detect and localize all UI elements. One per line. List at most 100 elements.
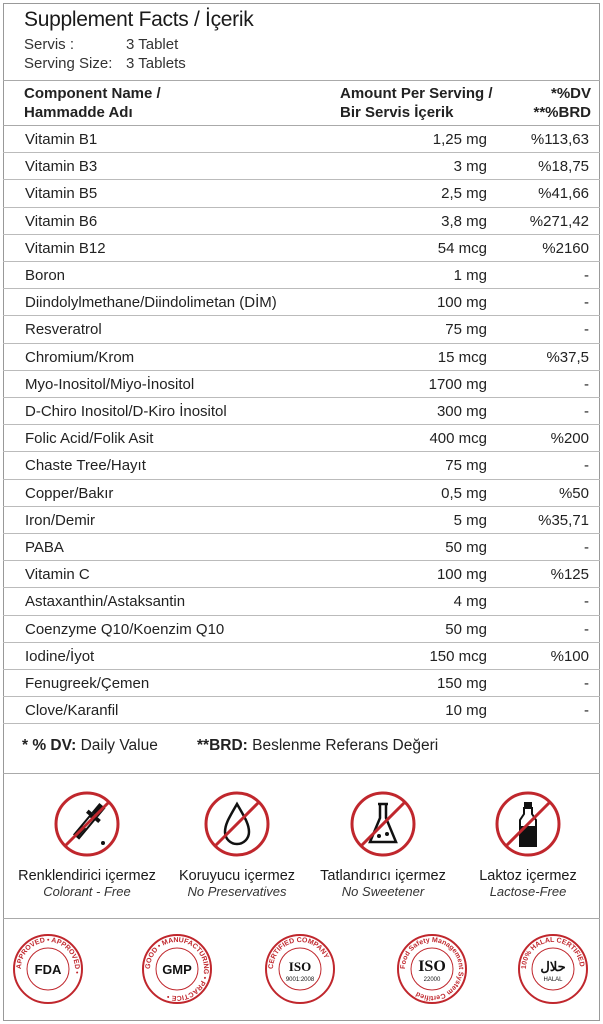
component-name: Vitamin B12 [25, 239, 106, 257]
table-row: Chaste Tree/Hayıt 75 mg - [3, 452, 600, 480]
daily-value: - [584, 620, 589, 638]
daily-value: - [584, 457, 589, 475]
halal-badge: 100% HALAL CERTIFIED حلال HALAL [518, 934, 588, 1004]
component-name: PABA [25, 539, 64, 556]
free-from-label: Tatlandırıcı içermez No Sweetener [320, 868, 446, 899]
component-name: Iodine/İyot [25, 647, 95, 665]
amount: 2,5 mg [441, 185, 487, 203]
serving-value: 3 Tablet [126, 36, 179, 53]
component-name: Vitamin C [25, 566, 90, 584]
table-row: Fenugreek/Çemen 150 mg - [3, 670, 600, 698]
no-dropper-icon [54, 791, 120, 857]
table-row: PABA 50 mg - [3, 534, 600, 562]
table-row: Vitamin C 100 mg %125 [3, 561, 600, 589]
component-name: Vitamin B6 [25, 212, 98, 230]
divider [3, 80, 600, 81]
daily-value: %271,42 [529, 212, 589, 230]
daily-value: %41,66 [538, 185, 589, 203]
component-name: Resveratrol [25, 321, 102, 339]
amount: 75 mg [445, 457, 487, 475]
daily-value: - [584, 321, 589, 339]
daily-value: %125 [550, 566, 589, 584]
amount: 50 mg [445, 539, 487, 556]
table-row: Folic Acid/Folik Asit 400 mcg %200 [3, 425, 600, 453]
amount: 1 mg [453, 267, 487, 284]
serving-tr: Servis : 3 Tablet [24, 36, 178, 53]
daily-value: - [584, 267, 589, 284]
footnote-brd: **BRD: Beslenme Referans Değeri [197, 737, 439, 754]
component-name: Iron/Demir [25, 511, 96, 529]
daily-value: - [584, 539, 589, 556]
table-row: Boron 1 mg - [3, 262, 600, 290]
table-row: Astaxanthin/Astaksantin 4 mg - [3, 588, 600, 616]
svg-text:FDA: FDA [35, 962, 62, 977]
table-row: Myo-Inositol/Miyo-İnositol 1700 mg - [3, 371, 600, 398]
fda-approved-badge: APPROVED • APPROVED • FDA [13, 934, 83, 1004]
daily-value: - [584, 294, 589, 312]
amount: 0,5 mg [441, 484, 487, 502]
table-row: Copper/Bakır 0,5 mg %50 [3, 480, 600, 507]
amount: 1,25 mg [432, 131, 487, 148]
serving-label: Servis : [24, 36, 75, 53]
table-row: Clove/Karanfil 10 mg - [3, 697, 600, 725]
amount: 4 mg [453, 593, 487, 611]
table-row: Iron/Demir 5 mg %35,71 [3, 507, 600, 534]
amount: 10 mg [445, 702, 487, 720]
amount: 150 mcg [429, 647, 487, 665]
table-row: Vitamin B3 3 mg %18,75 [3, 153, 600, 181]
daily-value: %50 [558, 484, 589, 502]
svg-text:22000: 22000 [424, 977, 441, 983]
daily-value: %100 [550, 647, 589, 665]
amount: 5 mg [453, 511, 487, 529]
svg-text:ISO: ISO [289, 959, 311, 974]
daily-value: - [584, 375, 589, 393]
table-row: Vitamin B6 3,8 mg %271,42 [3, 208, 600, 235]
amount: 15 mcg [437, 348, 487, 366]
daily-value: %113,63 [530, 131, 589, 148]
divider [3, 773, 600, 774]
svg-text:ISO: ISO [418, 958, 446, 975]
serving-value: 3 Tablets [126, 55, 186, 72]
component-name: Clove/Karanfil [25, 702, 119, 720]
amount: 300 mg [436, 403, 487, 420]
component-name: Coenzyme Q10/Koenzim Q10 [25, 620, 225, 638]
component-name: Vitamin B1 [25, 131, 98, 148]
daily-value: - [584, 403, 589, 420]
component-name: Vitamin B5 [25, 185, 98, 203]
header-amount: Amount Per Serving / Bir Servis İçerik [340, 85, 493, 121]
divider [3, 125, 600, 126]
serving-label: Serving Size: [24, 55, 113, 72]
daily-value: %35,71 [538, 511, 589, 529]
amount: 1700 mg [428, 375, 487, 393]
amount: 3,8 mg [441, 212, 487, 230]
amount: 100 mg [436, 294, 487, 312]
daily-value: %2160 [542, 239, 589, 257]
amount: 50 mg [445, 620, 487, 638]
free-from-label: Koruyucu içermez No Preservatives [178, 868, 296, 899]
component-name: Folic Acid/Folik Asit [25, 430, 154, 448]
component-name: Astaxanthin/Astaksantin [25, 593, 186, 611]
no-flask-icon [350, 791, 416, 857]
table-row: D-Chiro Inositol/D-Kiro İnositol 300 mg - [3, 398, 600, 426]
amount: 100 mg [436, 566, 487, 584]
daily-value: %37,5 [546, 348, 589, 366]
amount: 400 mcg [429, 430, 487, 448]
svg-text:9001:2008: 9001:2008 [286, 977, 315, 983]
table-row: Coenzyme Q10/Koenzim Q10 50 mg - [3, 616, 600, 643]
free-from-label: Renklendirici içermez Colorant - Free [18, 868, 156, 899]
svg-text:حلال: حلال [540, 959, 565, 974]
daily-value: - [584, 702, 589, 720]
table-row: Chromium/Krom 15 mcg %37,5 [3, 344, 600, 371]
component-name: Vitamin B3 [25, 158, 98, 176]
amount: 3 mg [453, 158, 487, 176]
daily-value: - [584, 593, 589, 611]
no-drop-icon [204, 791, 270, 857]
no-bottle-icon [495, 791, 561, 857]
divider [3, 918, 600, 919]
table-row: Diindolylmethane/Diindolimetan (DİM) 100 … [3, 289, 600, 317]
iso-9001-badge: CERTIFIED COMPANY ISO 9001:2008 [265, 934, 335, 1004]
table-row: Vitamin B12 54 mcg %2160 [3, 235, 600, 262]
amount: 54 mcg [437, 239, 487, 257]
header-name: Component Name / Hammadde Adı [24, 85, 161, 121]
component-name: Fenugreek/Çemen [25, 675, 150, 692]
